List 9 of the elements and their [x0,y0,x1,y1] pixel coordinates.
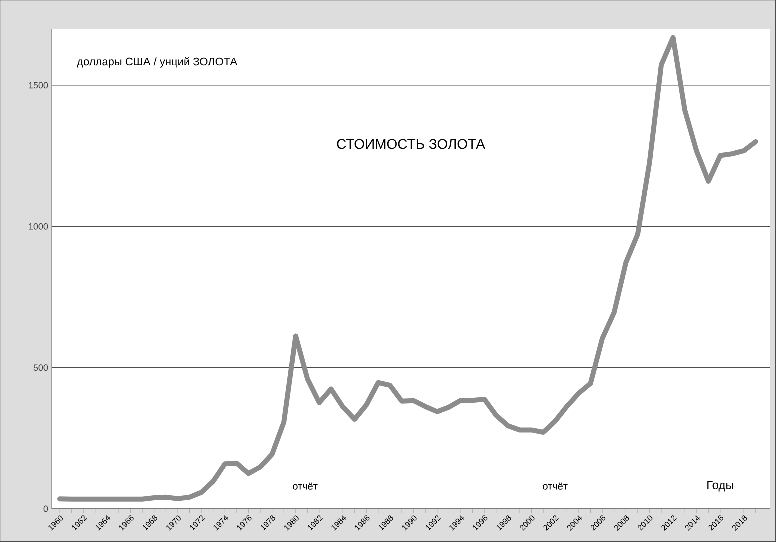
y-axis-title: доллары США / унций ЗОЛОТА [77,57,238,68]
text: СТОИМОСТЬ ЗОЛОТА [337,139,486,150]
y-tick-label: 0 [44,506,48,512]
annotation: отчёт [293,482,318,490]
y-tick-label: 500 [34,364,48,372]
y-tick-label: 1500 [29,82,48,89]
annotation: отчёт [543,482,568,490]
y-tick-label: 1000 [29,223,48,230]
x-axis-title: Годы [708,481,734,492]
